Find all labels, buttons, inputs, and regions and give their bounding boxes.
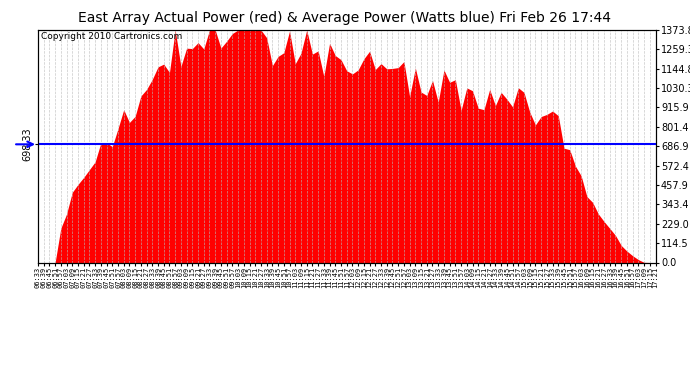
Text: East Array Actual Power (red) & Average Power (Watts blue) Fri Feb 26 17:44: East Array Actual Power (red) & Average …: [79, 11, 611, 25]
Text: Copyright 2010 Cartronics.com: Copyright 2010 Cartronics.com: [41, 32, 182, 41]
